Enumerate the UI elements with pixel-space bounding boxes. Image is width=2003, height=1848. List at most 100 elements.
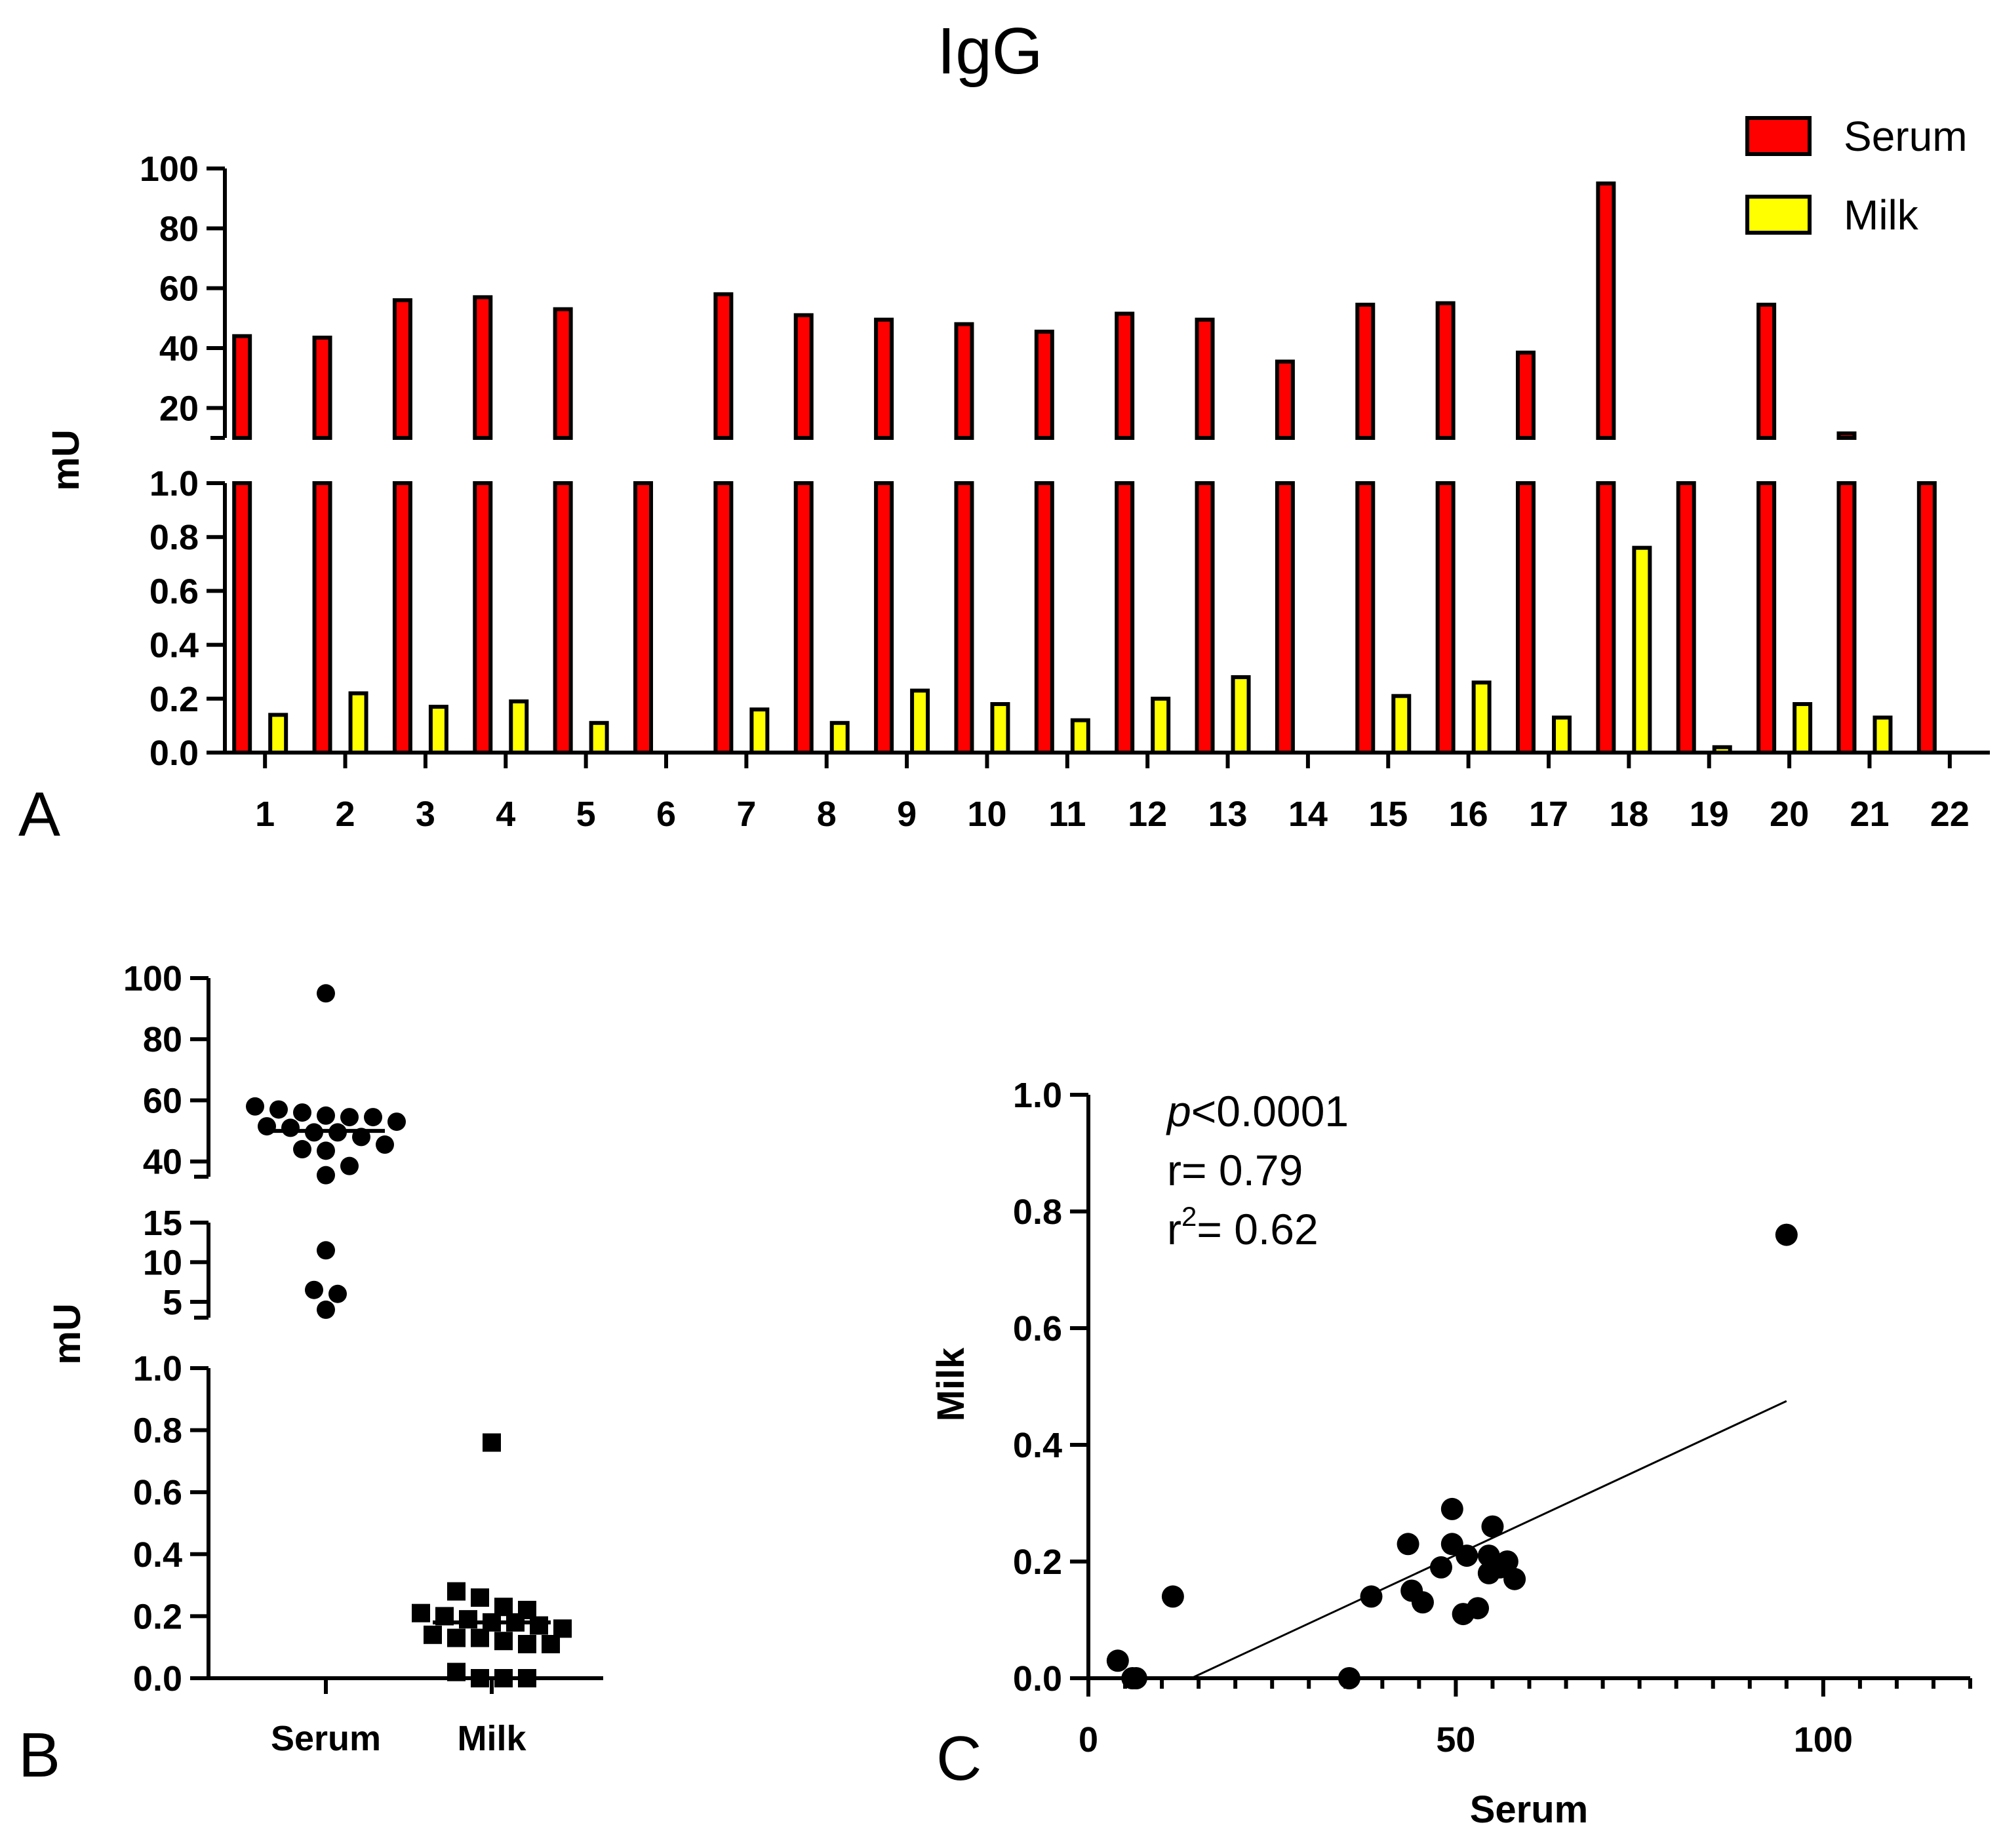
b-point-serum — [317, 1106, 335, 1125]
b-point-serum — [305, 1280, 323, 1299]
c-point — [1496, 1550, 1518, 1573]
b-point-milk — [494, 1598, 513, 1617]
b-point-serum — [387, 1112, 406, 1131]
a-bar-serum-lower — [1355, 481, 1376, 755]
a-bar-milk — [1873, 715, 1893, 755]
a-bar-serum-lower — [1756, 481, 1777, 755]
b-point-serum — [340, 1156, 359, 1175]
a-bar-serum-lower — [1596, 481, 1616, 755]
legend: Serum Milk — [1745, 113, 1968, 239]
a-bar-milk — [509, 699, 529, 755]
a-bar-serum-upper — [713, 292, 734, 440]
c-point — [1481, 1515, 1504, 1538]
a-bar-serum-lower — [473, 481, 493, 755]
a-bar-milk — [1391, 694, 1412, 755]
a-x-tick-label: 14 — [1288, 795, 1328, 834]
a-x-tick-label: 10 — [967, 795, 1006, 834]
b-point-milk — [494, 1632, 513, 1651]
a-y-tick-label-upper: 60 — [159, 269, 199, 309]
b-point-serum — [293, 1103, 311, 1122]
a-bar-serum-upper — [553, 307, 573, 440]
a-x-tick-label: 5 — [576, 795, 596, 834]
b-point-milk — [494, 1669, 513, 1687]
a-y-tick-label-lower: 0.2 — [149, 680, 199, 719]
a-bar-serum-lower — [1435, 481, 1456, 755]
b-y-tick-label: 40 — [143, 1143, 182, 1182]
b-point-serum — [269, 1100, 288, 1119]
stat-r2-sup: 2 — [1181, 1201, 1197, 1232]
c-point — [1775, 1223, 1798, 1246]
c-point — [1430, 1556, 1452, 1579]
c-y-tick-label: 0.6 — [1013, 1309, 1062, 1348]
a-bar-serum-upper — [1034, 329, 1054, 440]
a-y-tick-label-upper: 20 — [159, 389, 199, 428]
c-point — [1360, 1585, 1383, 1608]
b-point-milk — [424, 1625, 442, 1644]
a-x-tick-label: 3 — [416, 795, 435, 834]
b-y-tick-label: 0.0 — [133, 1659, 182, 1699]
c-point — [1106, 1649, 1129, 1672]
b-point-serum — [246, 1097, 264, 1116]
a-x-tick-label: 4 — [496, 795, 515, 834]
legend-serum-swatch — [1745, 116, 1812, 156]
b-point-milk — [542, 1634, 560, 1653]
a-x-tick-label: 19 — [1690, 795, 1729, 834]
panel-c-stats: p<0.0001 r= 0.79 r2= 0.62 — [1166, 1087, 1349, 1253]
a-bar-serum-lower — [1115, 481, 1135, 755]
a-bar-milk — [268, 713, 288, 755]
b-point-milk — [530, 1616, 548, 1635]
b-point-serum — [376, 1135, 394, 1154]
a-bar-milk — [1070, 718, 1090, 755]
panel-c-chart: 0.0 0.2 0.4 0.6 0.8 1.0 0 50 100 Serum Milk — [930, 1076, 1972, 1831]
b-point-serum — [328, 1284, 347, 1303]
b-point-serum — [317, 1141, 335, 1160]
c-point — [1456, 1544, 1478, 1567]
b-y-tick-label: 0.8 — [133, 1411, 182, 1451]
b-y-tick-label: 15 — [143, 1204, 182, 1243]
a-y-tick-label-lower: 0.4 — [149, 626, 199, 665]
a-bar-serum-upper — [312, 336, 332, 440]
a-bar-serum-lower — [553, 481, 573, 755]
a-bar-serum-lower — [232, 481, 252, 755]
stat-p-value: <0.0001 — [1191, 1087, 1349, 1135]
b-point-serum — [293, 1140, 311, 1159]
c-point — [1467, 1597, 1490, 1620]
a-bar-serum-lower — [312, 481, 332, 755]
b-point-milk — [447, 1662, 466, 1681]
a-x-tick-label: 6 — [656, 795, 676, 834]
a-bar-milk — [1632, 545, 1652, 755]
a-bar-milk — [428, 705, 448, 755]
b-point-milk — [447, 1628, 466, 1647]
a-x-tick-label: 20 — [1770, 795, 1809, 834]
a-bar-milk — [1151, 696, 1171, 755]
c-y-axis-label: Milk — [930, 1347, 972, 1422]
b-point-milk — [447, 1582, 466, 1601]
panel-b-label: B — [18, 1720, 60, 1790]
c-y-tick-label: 0.0 — [1013, 1659, 1062, 1699]
c-y-tick-label: 1.0 — [1013, 1076, 1062, 1115]
b-y-tick-label: 0.4 — [133, 1535, 182, 1575]
a-bar-serum-upper — [1836, 431, 1857, 441]
a-y-axis-label: mU — [45, 429, 87, 490]
a-bar-serum-lower — [1676, 481, 1696, 755]
c-y-tick-label: 0.8 — [1013, 1192, 1062, 1232]
b-point-milk — [471, 1588, 489, 1607]
a-y-tick-label-upper: 80 — [159, 209, 199, 248]
a-bar-serum-lower — [1836, 481, 1857, 755]
a-bar-serum-upper — [232, 334, 252, 440]
a-x-tick-label: 8 — [817, 795, 837, 834]
a-bar-serum-lower — [874, 481, 894, 755]
c-x-tick-label: 100 — [1794, 1720, 1853, 1760]
stat-p-symbol: p — [1166, 1087, 1191, 1135]
a-x-tick-label: 22 — [1930, 795, 1970, 834]
stat-r2-base: r — [1167, 1205, 1181, 1253]
b-point-serum — [317, 984, 335, 1003]
a-bar-milk — [1231, 675, 1251, 755]
a-y-tick-label-lower: 0.6 — [149, 572, 199, 611]
a-x-tick-label: 12 — [1128, 795, 1167, 834]
legend-milk-label: Milk — [1844, 191, 1919, 239]
b-y-tick-label: 10 — [143, 1243, 182, 1282]
a-bar-serum-upper — [1195, 317, 1215, 440]
a-bar-milk — [1471, 680, 1492, 755]
